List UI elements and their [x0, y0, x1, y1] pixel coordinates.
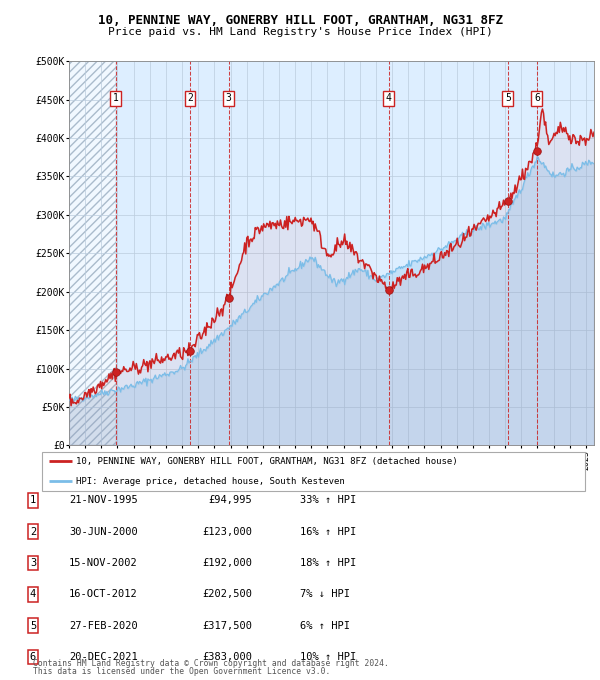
Text: 5: 5: [30, 621, 36, 630]
Text: 30-JUN-2000: 30-JUN-2000: [69, 527, 138, 537]
Text: 10% ↑ HPI: 10% ↑ HPI: [300, 652, 356, 662]
Text: £192,000: £192,000: [202, 558, 252, 568]
Text: 33% ↑ HPI: 33% ↑ HPI: [300, 496, 356, 505]
Text: 5: 5: [505, 93, 511, 103]
Text: 15-NOV-2002: 15-NOV-2002: [69, 558, 138, 568]
Text: 6: 6: [30, 652, 36, 662]
Text: 27-FEB-2020: 27-FEB-2020: [69, 621, 138, 630]
Text: 10, PENNINE WAY, GONERBY HILL FOOT, GRANTHAM, NG31 8FZ: 10, PENNINE WAY, GONERBY HILL FOOT, GRAN…: [97, 14, 503, 27]
Text: £317,500: £317,500: [202, 621, 252, 630]
Text: 4: 4: [386, 93, 392, 103]
Text: 18% ↑ HPI: 18% ↑ HPI: [300, 558, 356, 568]
Text: 7% ↓ HPI: 7% ↓ HPI: [300, 590, 350, 599]
Text: 16-OCT-2012: 16-OCT-2012: [69, 590, 138, 599]
Text: 2: 2: [30, 527, 36, 537]
FancyBboxPatch shape: [42, 452, 585, 491]
Text: 3: 3: [226, 93, 232, 103]
Text: £383,000: £383,000: [202, 652, 252, 662]
Text: 4: 4: [30, 590, 36, 599]
Bar: [69, 61, 116, 445]
Bar: [69, 61, 116, 445]
Text: Contains HM Land Registry data © Crown copyright and database right 2024.: Contains HM Land Registry data © Crown c…: [33, 659, 389, 668]
Text: 6: 6: [534, 93, 540, 103]
Text: £123,000: £123,000: [202, 527, 252, 537]
Text: 16% ↑ HPI: 16% ↑ HPI: [300, 527, 356, 537]
Text: 1: 1: [30, 496, 36, 505]
Text: 1: 1: [113, 93, 119, 103]
Text: 2: 2: [187, 93, 193, 103]
Text: 10, PENNINE WAY, GONERBY HILL FOOT, GRANTHAM, NG31 8FZ (detached house): 10, PENNINE WAY, GONERBY HILL FOOT, GRAN…: [76, 457, 457, 466]
Text: 3: 3: [30, 558, 36, 568]
Text: This data is licensed under the Open Government Licence v3.0.: This data is licensed under the Open Gov…: [33, 667, 331, 676]
Text: Price paid vs. HM Land Registry's House Price Index (HPI): Price paid vs. HM Land Registry's House …: [107, 27, 493, 37]
Text: 6% ↑ HPI: 6% ↑ HPI: [300, 621, 350, 630]
Text: 20-DEC-2021: 20-DEC-2021: [69, 652, 138, 662]
Text: 21-NOV-1995: 21-NOV-1995: [69, 496, 138, 505]
Text: HPI: Average price, detached house, South Kesteven: HPI: Average price, detached house, Sout…: [76, 477, 344, 486]
Text: £94,995: £94,995: [208, 496, 252, 505]
Text: £202,500: £202,500: [202, 590, 252, 599]
